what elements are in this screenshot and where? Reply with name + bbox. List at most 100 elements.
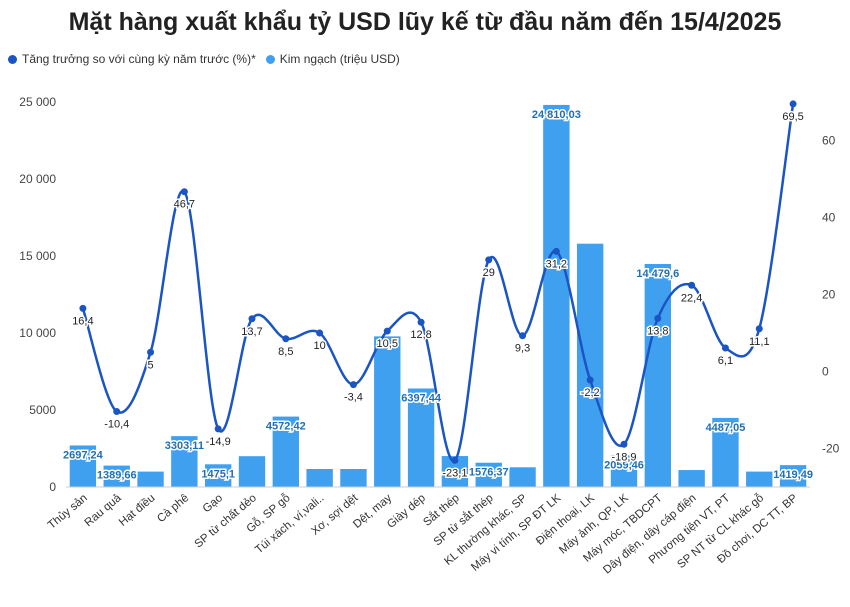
growth-value-label: 12,8 (410, 329, 431, 341)
bar (306, 468, 333, 487)
growth-point (383, 327, 391, 335)
growth-point (654, 314, 662, 322)
legend-item-value[interactable]: Kim ngạch (triệu USD) (265, 52, 400, 66)
growth-value-label: 6,1 (718, 355, 733, 367)
bar (543, 104, 570, 487)
bar-value-label: 6397,44 (401, 392, 442, 404)
y-left-tick-label: 25 000 (19, 95, 56, 109)
growth-value-label: -18,9 (611, 451, 636, 463)
bar-value-label: 2059,46 (604, 459, 644, 471)
growth-value-label: 10,5 (377, 338, 398, 350)
growth-value-label: 10 (314, 340, 326, 352)
growth-point (248, 315, 256, 323)
bar-value-label: 24 810,03 (532, 109, 581, 121)
growth-point (180, 188, 188, 196)
growth-value-label: -10,4 (104, 419, 129, 431)
growth-point (214, 425, 222, 433)
bar-value-label: 3303,11 (165, 440, 204, 452)
category-label: Thủy sản (46, 492, 90, 532)
bar (407, 388, 435, 487)
bar (204, 464, 232, 487)
bar (103, 465, 130, 487)
bar (678, 470, 705, 487)
bar (779, 465, 807, 487)
bar-value-label: 4487,05 (706, 422, 746, 434)
growth-point (552, 247, 560, 255)
growth-point (755, 325, 763, 333)
bar (340, 468, 367, 487)
legend-label-value: Kim ngạch (triệu USD) (279, 52, 400, 66)
category-label: Hạt điều (117, 492, 158, 529)
growth-value-label: -3,4 (344, 392, 363, 404)
legend-item-growth[interactable]: Tăng trưởng so với cùng kỳ năm trước (%)… (8, 52, 256, 66)
growth-point (147, 348, 155, 356)
bar-value-label: 1419,49 (773, 469, 813, 481)
growth-value-label: 29 (483, 267, 495, 279)
bar (69, 445, 97, 487)
bar (272, 416, 300, 487)
growth-point (417, 318, 425, 326)
y-right-tick-label: -20 (822, 442, 840, 456)
growth-point (519, 332, 527, 340)
growth-value-label: -2,2 (581, 387, 600, 399)
y-left-tick-label: 0 (49, 480, 56, 494)
bar (746, 471, 773, 487)
y-right-tick-label: 20 (822, 288, 836, 302)
legend-swatch-growth (8, 54, 17, 64)
growth-line (81, 103, 795, 462)
y-right-tick-label: 40 (822, 211, 836, 225)
growth-value-label: 69,5 (782, 111, 803, 123)
growth-value-label: 46,7 (174, 199, 195, 211)
growth-value-label: 16,4 (72, 315, 93, 327)
bar (137, 471, 164, 487)
category-label: Rau quả (83, 492, 124, 530)
y-left-tick-label: 10 000 (19, 326, 56, 340)
category-label: Cà phê (155, 492, 191, 525)
growth-point (620, 440, 628, 448)
bar (509, 467, 536, 487)
growth-value-label: 5 (147, 359, 153, 371)
growth-point (789, 100, 797, 108)
bar (712, 417, 739, 487)
y-left-tick-label: 15 000 (19, 249, 56, 263)
growth-point (316, 329, 324, 337)
y-left-tick-label: 20 000 (19, 172, 56, 186)
bar-value-label: 1576,37 (469, 467, 509, 479)
y-right-tick-label: 60 (822, 134, 836, 148)
growth-point (113, 408, 121, 416)
growth-value-label: 11,1 (749, 336, 770, 348)
growth-value-label: 9,3 (515, 343, 530, 355)
bar-value-label: 1475,1 (201, 468, 235, 480)
bar (610, 455, 638, 487)
growth-value-label: -14,9 (206, 436, 231, 448)
growth-value-label: 22,4 (681, 292, 702, 304)
category-label: Gạo (201, 492, 225, 515)
y-left-tick-label: 5000 (29, 403, 56, 417)
bar-value-label: 4572,42 (266, 421, 306, 433)
bar (238, 456, 266, 487)
legend-label-growth: Tăng trưởng so với cùng kỳ năm trước (%)… (22, 52, 256, 66)
growth-value-label: 13,8 (647, 325, 668, 337)
bar (576, 243, 604, 487)
bar (374, 336, 401, 487)
growth-value-label: 8,5 (278, 346, 293, 358)
bar (171, 436, 198, 487)
bar-value-label: 2697,24 (63, 449, 104, 461)
growth-point (721, 344, 729, 352)
bar-value-label: 1389,66 (97, 470, 137, 482)
growth-point (282, 335, 290, 343)
growth-point (485, 256, 493, 264)
growth-point (79, 304, 87, 312)
y-right-tick-label: 0 (822, 365, 829, 379)
growth-value-label: -23,1 (442, 467, 467, 479)
growth-value-label: 13,7 (241, 326, 262, 338)
growth-point (586, 376, 594, 384)
category-label: Giày dép (385, 492, 428, 531)
bar (475, 462, 502, 487)
growth-point (451, 456, 459, 464)
chart-title: Mặt hàng xuất khẩu tỷ USD lũy kế từ đầu … (68, 8, 782, 36)
bar-value-label: 14 479,6 (636, 268, 679, 280)
legend: Tăng trưởng so với cùng kỳ năm trước (%)… (8, 52, 410, 66)
